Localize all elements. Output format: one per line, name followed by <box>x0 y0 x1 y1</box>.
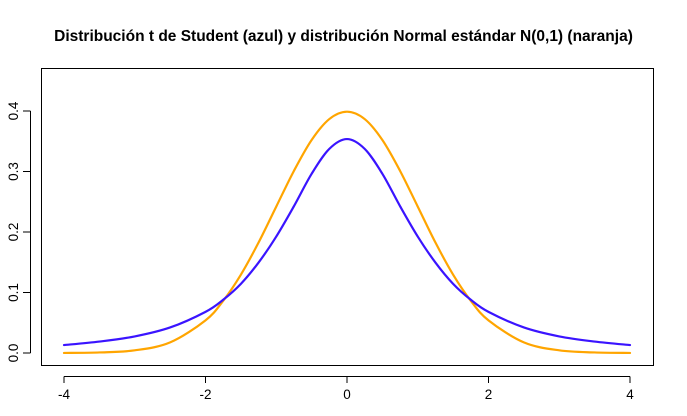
y-tick-label: 0.4 <box>6 101 21 120</box>
y-tick-label: 0.3 <box>6 162 21 181</box>
y-tick-label: 0.2 <box>6 223 21 242</box>
x-tick-label: 2 <box>485 387 493 402</box>
y-tick-label: 0.0 <box>6 344 21 363</box>
plot-area-frame <box>41 68 654 366</box>
x-tick-label: -2 <box>199 387 211 402</box>
x-tick-label: -4 <box>58 387 70 402</box>
x-axis: -4 -2 0 2 4 <box>58 376 634 402</box>
x-tick-label: 4 <box>626 387 634 402</box>
series-layer <box>62 110 632 355</box>
series-line-normal-estandar-n-0-1 <box>62 110 632 355</box>
y-tick-label: 0.1 <box>6 283 21 302</box>
x-tick-label: 0 <box>343 387 351 402</box>
chart-title: Distribución t de Student (azul) y distr… <box>54 28 633 45</box>
y-axis: 0.0 0.1 0.2 0.3 0.4 <box>6 101 31 362</box>
series-line-t-de-student-2-gl <box>62 137 632 347</box>
